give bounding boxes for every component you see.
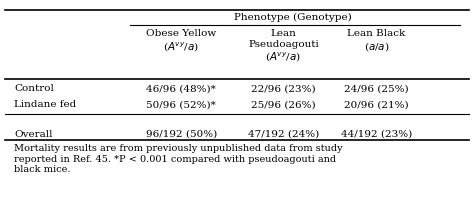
Text: Phenotype (Genotype): Phenotype (Genotype) <box>234 13 352 22</box>
Text: 25/96 (26%): 25/96 (26%) <box>251 100 316 109</box>
Text: 22/96 (23%): 22/96 (23%) <box>251 84 316 93</box>
Text: Lindane fed: Lindane fed <box>14 100 76 109</box>
Text: 47/192 (24%): 47/192 (24%) <box>248 130 319 139</box>
Text: 96/192 (50%): 96/192 (50%) <box>146 130 217 139</box>
Text: 20/96 (21%): 20/96 (21%) <box>344 100 409 109</box>
Text: Mortality results are from previously unpublished data from study
reported in Re: Mortality results are from previously un… <box>14 145 343 174</box>
Text: Control: Control <box>14 84 54 93</box>
Text: 44/192 (23%): 44/192 (23%) <box>341 130 412 139</box>
Text: 24/96 (25%): 24/96 (25%) <box>344 84 409 93</box>
Text: 46/96 (48%)*: 46/96 (48%)* <box>146 84 216 93</box>
Text: Overall: Overall <box>14 130 53 139</box>
Text: Lean
Pseudoagouti
($A^{vy}$/$a$): Lean Pseudoagouti ($A^{vy}$/$a$) <box>248 29 319 64</box>
Text: 50/96 (52%)*: 50/96 (52%)* <box>146 100 216 109</box>
Text: Lean Black
($a$/$a$): Lean Black ($a$/$a$) <box>347 29 405 53</box>
Text: Obese Yellow
($A^{vy}$/$a$): Obese Yellow ($A^{vy}$/$a$) <box>146 29 217 54</box>
